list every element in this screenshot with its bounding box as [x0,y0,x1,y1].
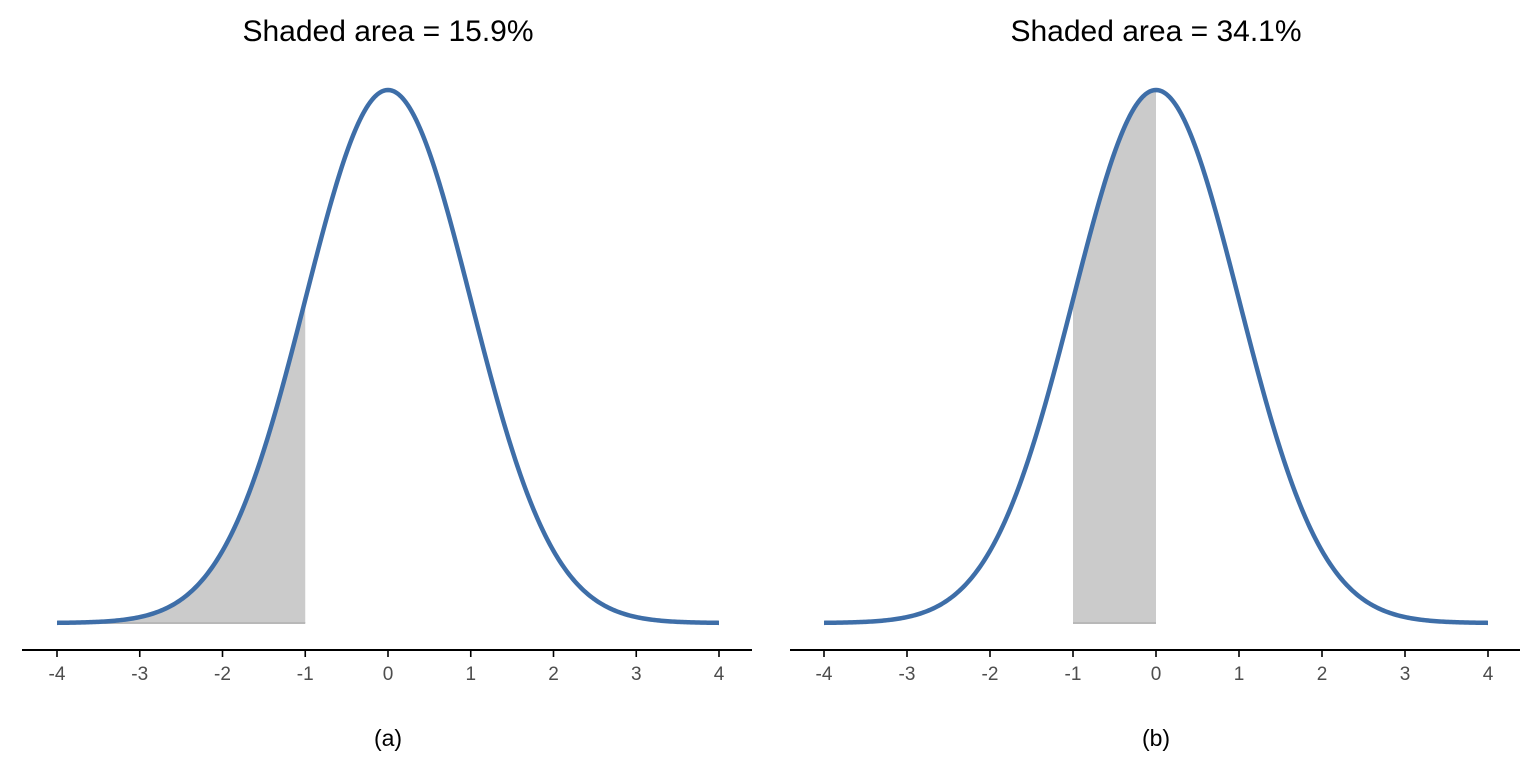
panel-a-x-tick-label: 1 [465,664,476,685]
panel-b-x-tick-label: -3 [899,664,916,685]
panel-a-x-tick-label: -2 [214,664,231,685]
panel-a-x-ticks: -4 -3 -2 -1 0 1 2 3 4 [49,650,725,685]
panel-b-x-tick-label: 0 [1151,664,1162,685]
panel-b-density-curve [823,87,1489,626]
panel-b-caption: (b) [1142,725,1170,751]
panel-a-x-tick-label: 2 [548,664,559,685]
panel-a-density-curve [56,87,720,626]
panel-a-x-tick-label: -3 [131,664,148,685]
panel-a: Shaded area = 15.9% -4 -3 -2 -1 0 1 2 3 4 (a) [22,15,752,751]
panel-b-x-tick-label: 4 [1483,664,1494,685]
panel-b-x-tick-label: -1 [1065,664,1082,685]
panel-a-x-tick-label: -4 [49,664,66,685]
panel-b-x-tick-label: -4 [816,664,833,685]
panel-a-caption: (a) [374,725,402,751]
panel-a-shaded-area [57,299,306,623]
panel-b-x-tick-label: 3 [1400,664,1411,685]
panel-b-x-tick-label: 1 [1234,664,1245,685]
panel-b-x-tick-label: 2 [1317,664,1328,685]
panel-b-shaded-area [1073,90,1156,623]
panel-a-title: Shaded area = 15.9% [242,15,533,48]
panel-b-x-tick-label: -2 [982,664,999,685]
panel-a-x-tick-label: -1 [297,664,314,685]
panel-a-x-tick-label: 3 [631,664,642,685]
panel-a-x-tick-label: 0 [383,664,394,685]
panel-b-title: Shaded area = 34.1% [1010,15,1301,48]
panel-b: Shaded area = 34.1% -4 -3 -2 -1 0 1 2 3 4 (b) [790,15,1520,751]
panel-b-x-ticks: -4 -3 -2 -1 0 1 2 3 4 [816,650,1494,685]
panel-a-x-tick-label: 4 [714,664,725,685]
